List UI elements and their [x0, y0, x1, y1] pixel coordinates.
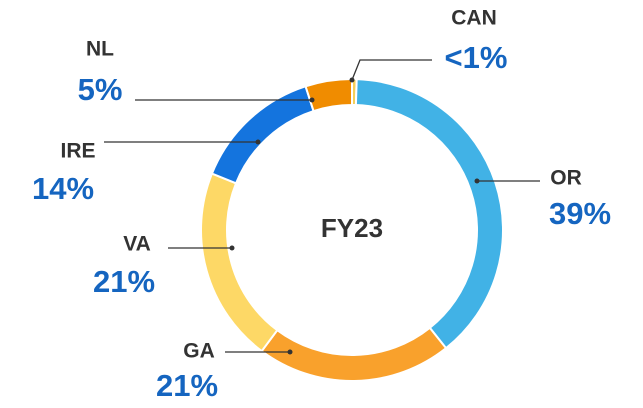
leader-dot — [229, 245, 235, 251]
leader-line — [351, 59, 432, 81]
center-label: FY23 — [321, 213, 383, 243]
slice-name: NL — [86, 38, 114, 61]
slice-name: IRE — [60, 140, 95, 163]
slice-name: OR — [550, 167, 582, 190]
leader-dot — [309, 97, 315, 103]
slice-name: CAN — [451, 7, 497, 30]
slice-value-label: 21% — [156, 368, 218, 403]
leader-dot — [349, 77, 355, 83]
donut-slice — [210, 85, 315, 185]
slice-name: GA — [183, 340, 215, 363]
leader-dot — [287, 349, 293, 355]
slice-value-label: <1% — [445, 40, 508, 75]
leader-dot — [474, 178, 480, 184]
leader-dot — [255, 139, 261, 145]
slice-value-label: 14% — [32, 171, 94, 206]
donut-slice — [304, 77, 353, 113]
slice-value-label: 21% — [93, 264, 155, 299]
slice-name: VA — [123, 233, 151, 256]
donut-slice — [200, 172, 279, 353]
slice-value-label: 39% — [549, 196, 611, 231]
slice-value-label: 5% — [78, 72, 123, 107]
